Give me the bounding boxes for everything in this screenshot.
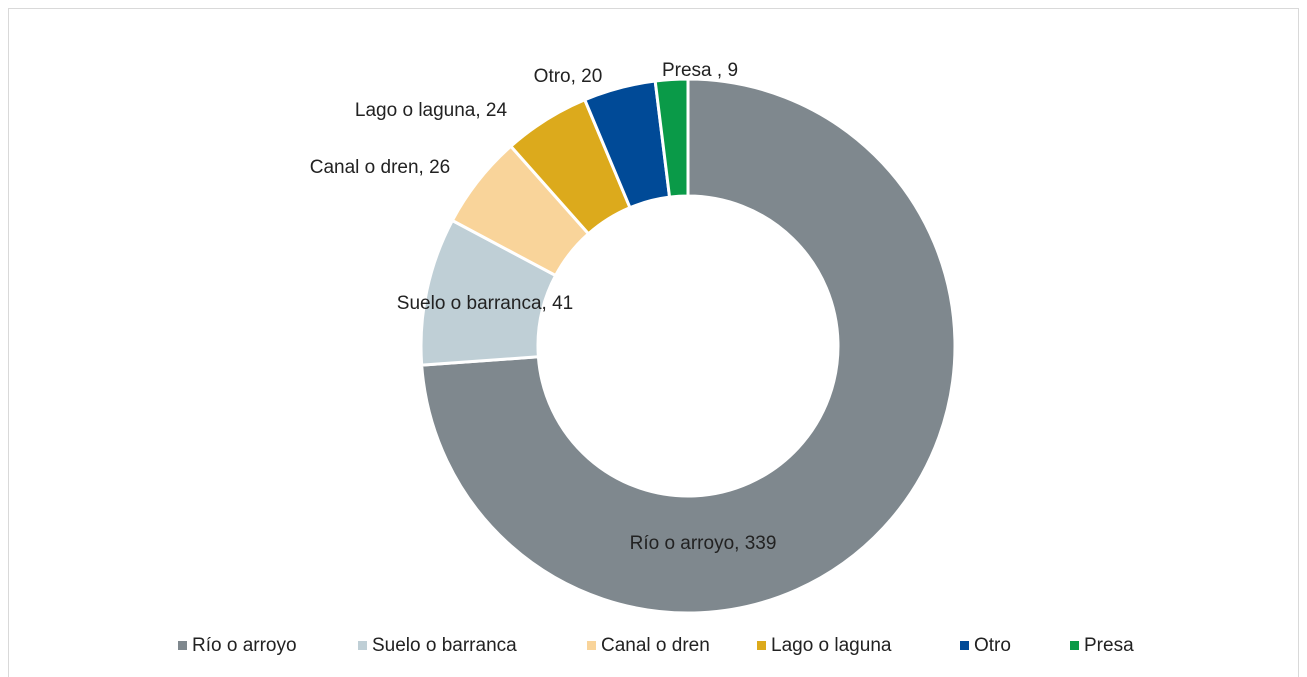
data-label: Presa , 9 — [662, 60, 738, 81]
legend-swatch — [960, 641, 969, 650]
donut-slice — [653, 77, 690, 199]
legend-swatch — [1070, 641, 1079, 650]
data-label: Otro, 20 — [534, 66, 603, 87]
data-label: Río o arroyo, 339 — [630, 533, 777, 554]
legend-label: Suelo o barranca — [372, 635, 517, 656]
legend-swatch — [757, 641, 766, 650]
data-label: Canal o dren, 26 — [310, 157, 451, 178]
legend-label: Canal o dren — [601, 635, 710, 656]
legend-label: Lago o laguna — [771, 635, 892, 656]
legend-label: Presa — [1084, 635, 1134, 656]
donut-slice — [420, 77, 957, 615]
legend-label: Otro — [974, 635, 1011, 656]
data-label: Suelo o barranca, 41 — [397, 293, 573, 314]
legend-swatch — [178, 641, 187, 650]
legend-swatch — [358, 641, 367, 650]
data-label: Lago o laguna, 24 — [355, 100, 508, 121]
legend-label: Río o arroyo — [192, 635, 297, 656]
legend-swatch — [587, 641, 596, 650]
